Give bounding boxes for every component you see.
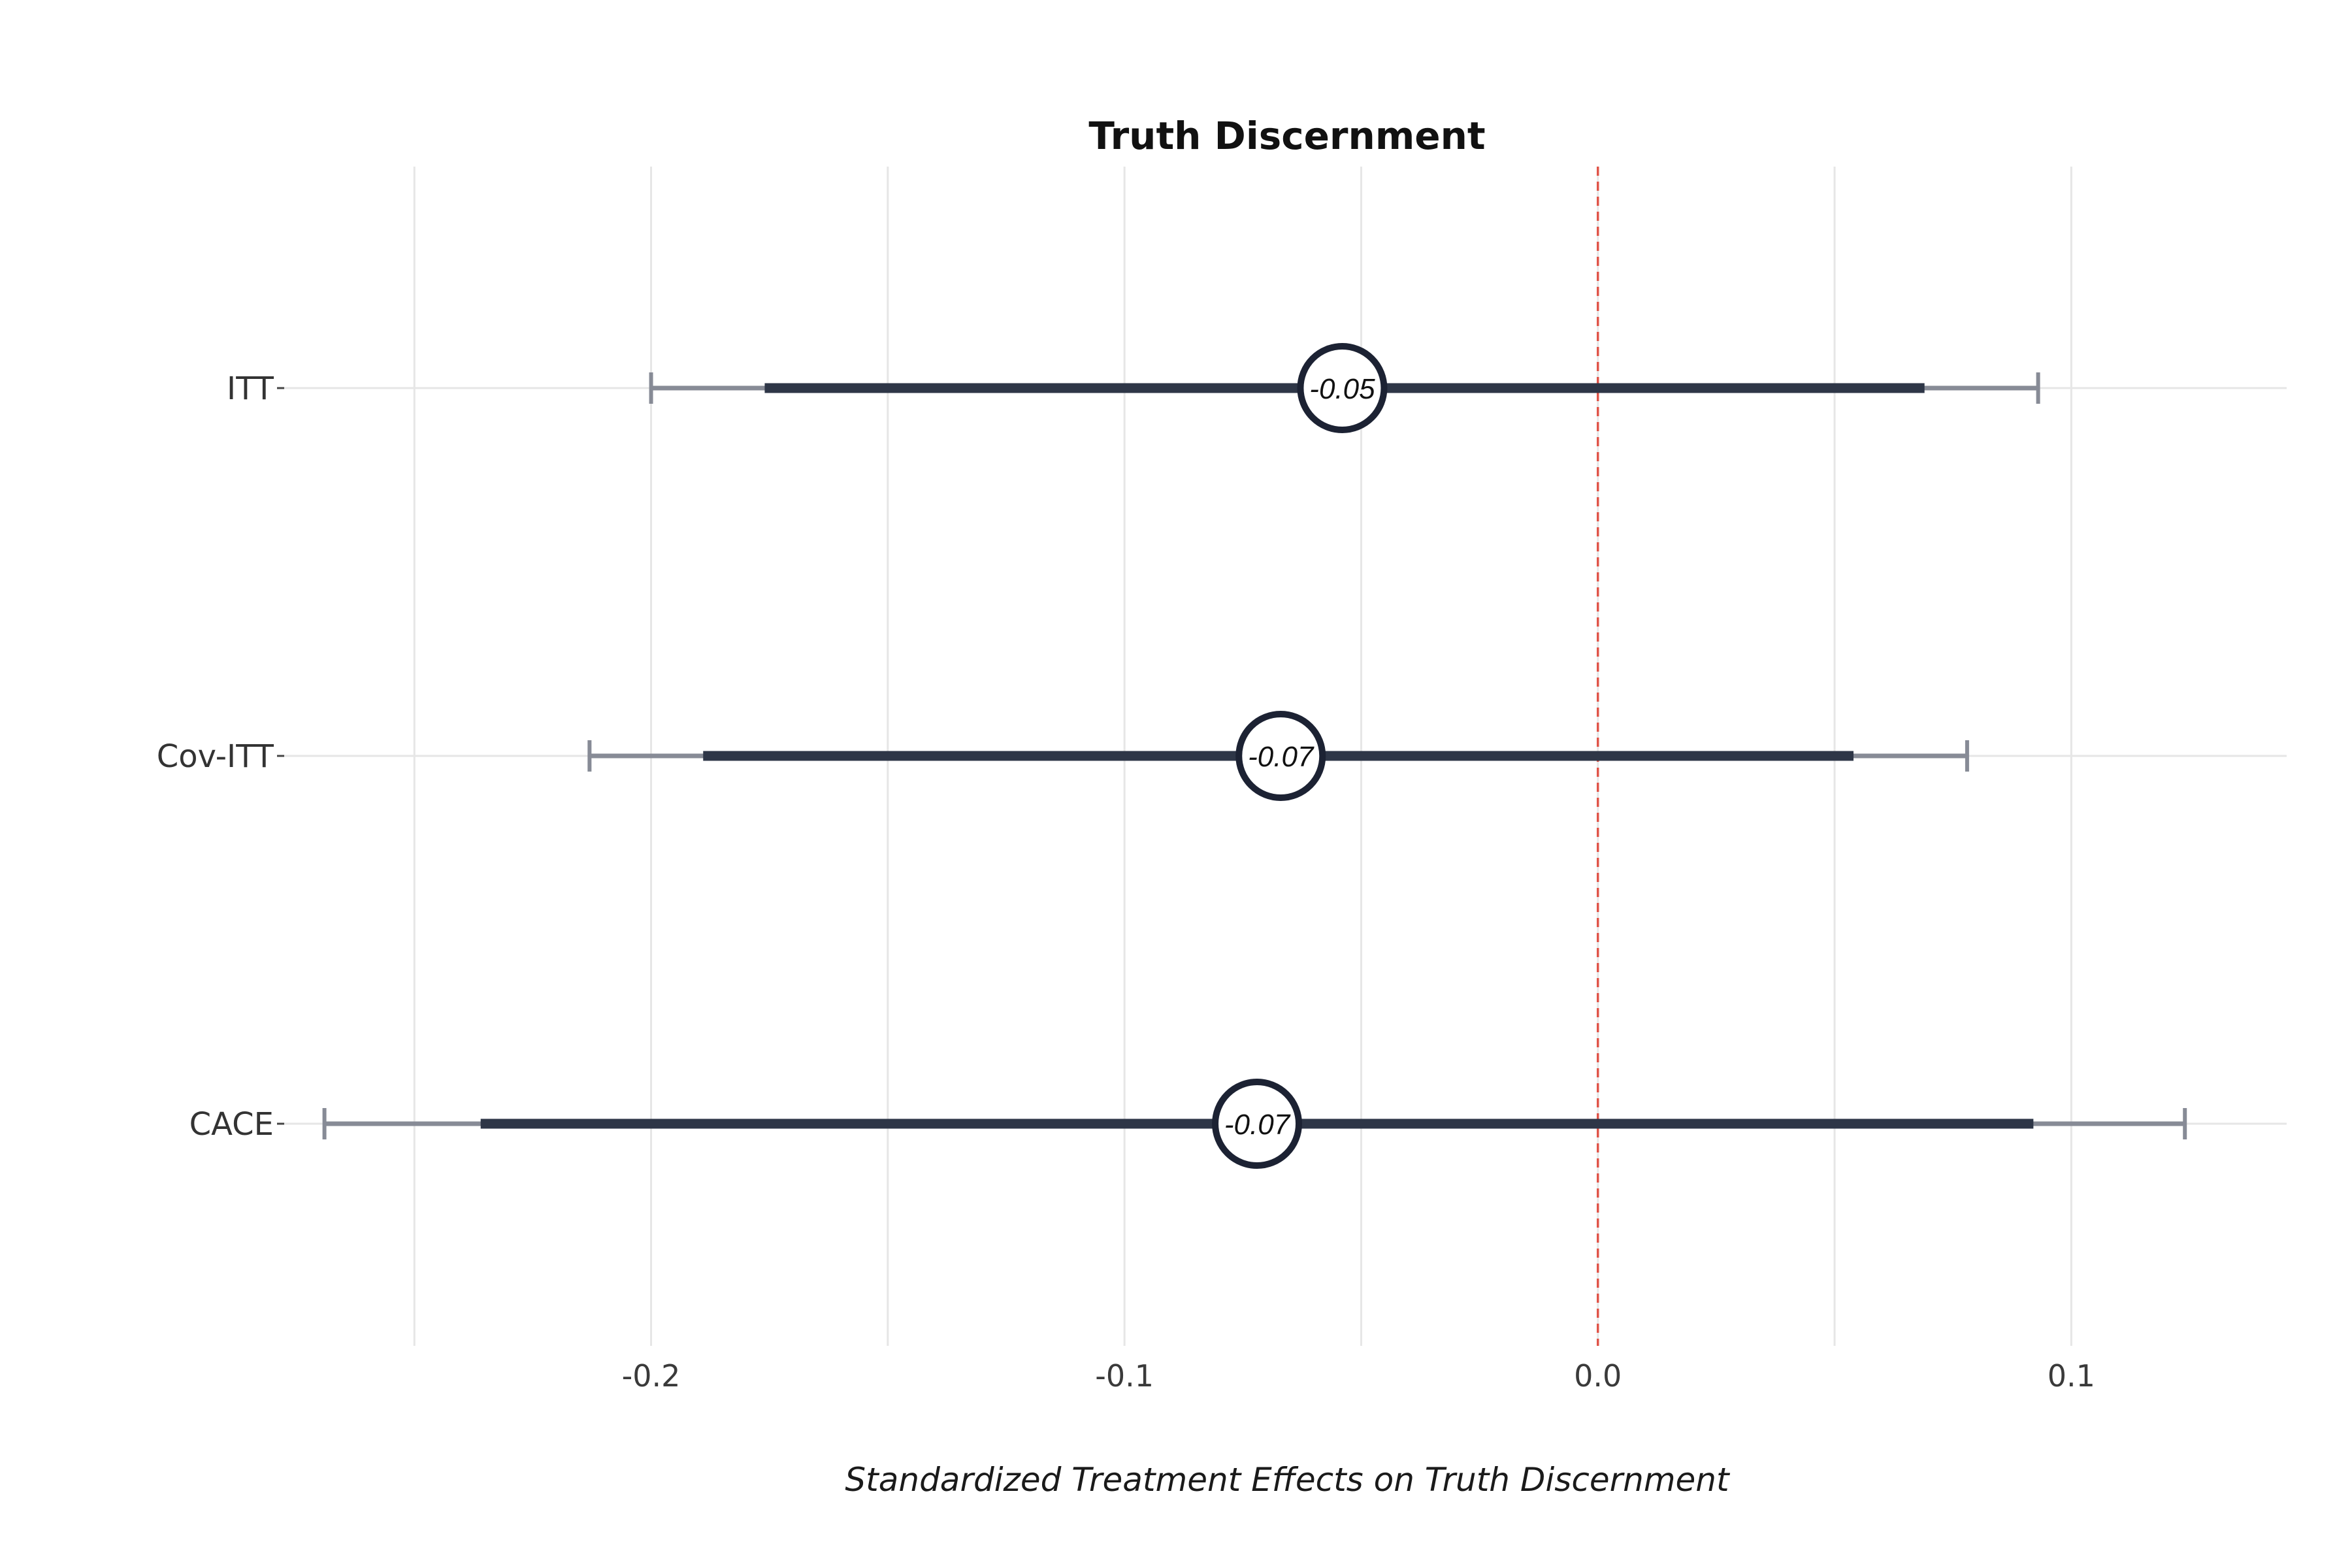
x-axis: -0.2 -0.1 0.0 0.1	[622, 1358, 2095, 1394]
y-tick-label: ITT	[227, 370, 274, 407]
x-tick-label: -0.2	[622, 1358, 681, 1394]
point-estimate-marker	[1212, 1079, 1303, 1169]
x-tick-label: 0.0	[1574, 1358, 1622, 1394]
x-tick-label: -0.1	[1095, 1358, 1154, 1394]
point-estimate-label: -0.07	[1248, 741, 1315, 773]
x-axis-title: Standardized Treatment Effects on Truth …	[845, 1461, 1731, 1499]
y-tick-label: CACE	[189, 1106, 274, 1143]
points: -0.05 -0.07 -0.07	[1212, 343, 1388, 1169]
point-estimate-marker	[1235, 711, 1326, 801]
y-tick-label: Cov-ITT	[157, 738, 274, 775]
point-estimate-label: -0.05	[1309, 373, 1375, 405]
point-estimate-marker	[1297, 343, 1388, 433]
point-estimate-label: -0.07	[1224, 1109, 1291, 1141]
x-tick-label: 0.1	[2048, 1358, 2095, 1394]
y-axis: ITT Cov-ITT CACE	[157, 370, 284, 1143]
chart-title: Truth Discernment	[1088, 114, 1485, 158]
